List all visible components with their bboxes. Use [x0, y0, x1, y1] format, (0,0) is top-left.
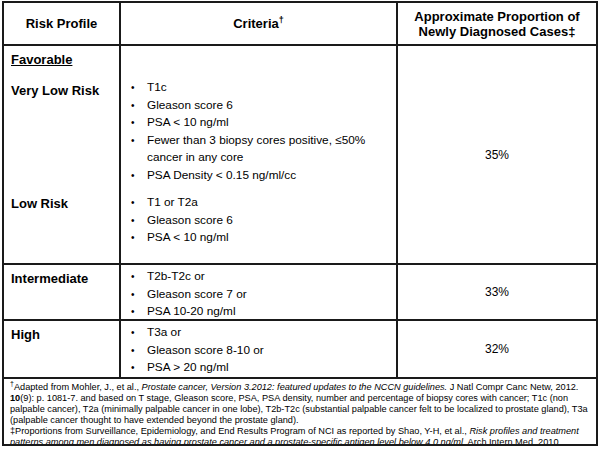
label-very-low-risk: Very Low Risk: [4, 82, 119, 99]
cell-favorable-proportion: 35%: [398, 46, 596, 265]
proportion-value: 32%: [485, 342, 509, 356]
high-criteria-list: •T3a or •Gleason score 8-10 or •PSA > 20…: [121, 324, 396, 377]
bullet-icon: •: [121, 359, 147, 377]
list-item: •T1c: [121, 79, 396, 97]
cell-intermediate-proportion: 33%: [398, 265, 596, 321]
list-item: •T2b-T2c or: [121, 268, 396, 286]
list-item: •PSA < 10 ng/ml: [121, 114, 396, 132]
list-item: •PSA > 20 ng/ml: [121, 359, 396, 377]
list-item: •Fewer than 3 biopsy cores positive, ≤50…: [121, 132, 396, 167]
bullet-icon: •: [121, 97, 147, 115]
low-risk-criteria-list: •T1 or T2a •Gleason score 6 •PSA < 10 ng…: [121, 194, 396, 247]
label-favorable: Favorable: [4, 51, 119, 68]
cell-favorable-criteria: •T1c •Gleason score 6 •PSA < 10 ng/ml •F…: [121, 46, 398, 265]
cell-high-label: High: [4, 321, 121, 379]
list-item: •Gleason score 7 or: [121, 286, 396, 304]
risk-profile-table: Risk Profile Criteria† Approximate Propo…: [2, 1, 598, 446]
proportion-value: 33%: [485, 285, 509, 299]
footnote-double-dagger: ‡Proportions from Surveillance, Epidemio…: [10, 426, 590, 444]
bullet-icon: •: [121, 212, 147, 230]
bullet-icon: •: [121, 286, 147, 304]
list-item: •PSA < 10 ng/ml: [121, 229, 396, 247]
bullet-icon: •: [121, 268, 147, 286]
header-risk-profile-label: Risk Profile: [26, 16, 98, 31]
bullet-icon: •: [121, 342, 147, 360]
label-intermediate: Intermediate: [4, 270, 119, 287]
list-item: •T1 or T2a: [121, 194, 396, 212]
footnote-dagger: †Adapted from Mohler, J., et al., Prosta…: [10, 382, 590, 426]
cell-high-proportion: 32%: [398, 321, 596, 379]
cell-favorable-labels: Favorable Very Low Risk Low Risk: [4, 46, 121, 265]
label-low-risk: Low Risk: [4, 195, 119, 212]
list-item: •Gleason score 6: [121, 212, 396, 230]
footnotes: †Adapted from Mohler, J., et al., Prosta…: [4, 379, 596, 444]
proportion-value: 35%: [485, 148, 509, 162]
cell-intermediate-label: Intermediate: [4, 265, 121, 321]
bullet-icon: •: [121, 79, 147, 97]
bullet-icon: •: [121, 229, 147, 247]
dagger-symbol: †: [279, 15, 284, 25]
bullet-icon: •: [121, 132, 147, 167]
bullet-icon: •: [121, 324, 147, 342]
header-proportion-label: Approximate Proportion of Newly Diagnose…: [414, 9, 579, 39]
header-criteria: Criteria†: [121, 3, 398, 46]
header-criteria-label: Criteria†: [233, 16, 284, 31]
list-item: •PSA 10-20 ng/ml: [121, 303, 396, 321]
header-risk-profile: Risk Profile: [4, 3, 121, 46]
very-low-risk-criteria-list: •T1c •Gleason score 6 •PSA < 10 ng/ml •F…: [121, 79, 396, 184]
cell-high-criteria: •T3a or •Gleason score 8-10 or •PSA > 20…: [121, 321, 398, 379]
list-item: •PSA Density < 0.15 ng/ml/cc: [121, 167, 396, 185]
bullet-icon: •: [121, 303, 147, 321]
list-item: •T3a or: [121, 324, 396, 342]
header-proportion: Approximate Proportion of Newly Diagnose…: [398, 3, 596, 46]
list-item: •Gleason score 8-10 or: [121, 342, 396, 360]
label-high: High: [4, 326, 119, 343]
list-item: •Gleason score 6: [121, 97, 396, 115]
bullet-icon: •: [121, 194, 147, 212]
intermediate-criteria-list: •T2b-T2c or •Gleason score 7 or •PSA 10-…: [121, 268, 396, 321]
cell-intermediate-criteria: •T2b-T2c or •Gleason score 7 or •PSA 10-…: [121, 265, 398, 321]
bullet-icon: •: [121, 167, 147, 185]
bullet-icon: •: [121, 114, 147, 132]
